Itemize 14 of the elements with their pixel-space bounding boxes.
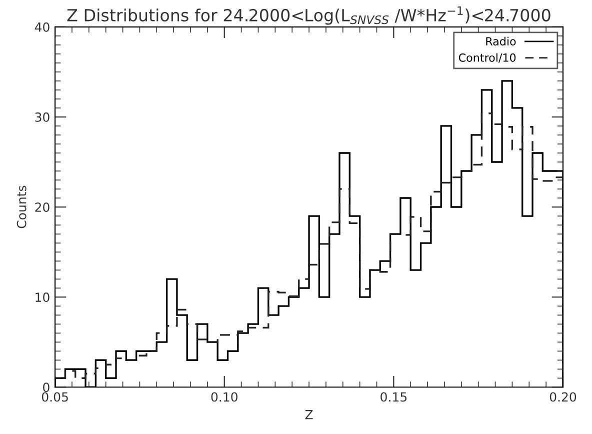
x-tick-label: 0.10	[211, 392, 238, 402]
y-axis-title: Counts	[16, 186, 26, 228]
x-tick-label: 0.15	[380, 392, 407, 402]
chart-title: Z Distributions for 24.2000<Log(L$_{SNVSS}$ /W*Hz$^{−1}$)<24.7000	[67, 6, 550, 25]
y-tick-label: 30	[35, 112, 50, 122]
x-axis-title: Z	[305, 410, 313, 420]
y-tick-label: 40	[34, 22, 50, 32]
y-tick-label: 0	[43, 382, 50, 392]
x-tick-label: 0.05	[42, 392, 68, 402]
legend-label: Control/10	[458, 53, 516, 63]
x-tick-label: 0.20	[550, 392, 576, 402]
y-tick-label: 20	[35, 202, 50, 212]
y-tick-label: 10	[36, 292, 50, 302]
legend-label: Radio	[486, 36, 516, 46]
